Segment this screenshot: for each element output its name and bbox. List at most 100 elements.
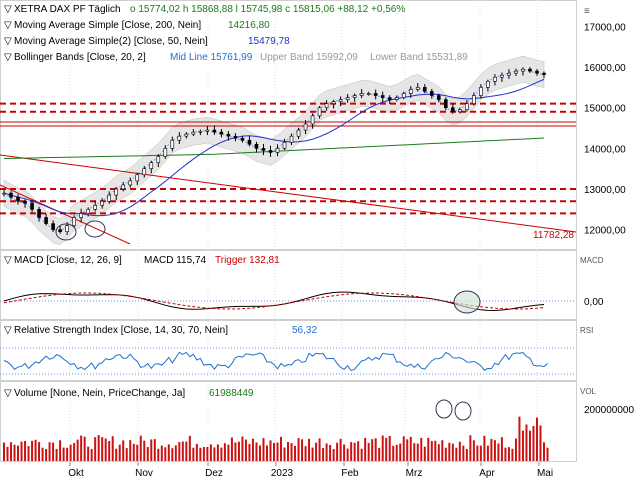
volume-bar <box>416 443 419 461</box>
volume-bar <box>3 442 5 461</box>
candle-body <box>472 95 476 104</box>
volume-bar <box>500 437 503 461</box>
volume-bar <box>59 440 62 461</box>
volume-bar <box>273 442 275 461</box>
candle-body <box>380 95 385 98</box>
volume-bar <box>122 440 125 461</box>
candle-body <box>30 202 34 210</box>
candle-body <box>352 95 357 98</box>
price-panel-frame <box>0 0 577 250</box>
macd-panel-frame <box>0 250 577 320</box>
volume-bar <box>528 430 531 461</box>
x-tick-label: Apr <box>479 468 495 479</box>
volume-bar <box>111 436 114 461</box>
volume-bar <box>269 440 272 461</box>
volume-bar <box>472 440 475 461</box>
volume-bar <box>143 440 146 461</box>
volume-bar <box>108 441 111 461</box>
candle-body <box>212 129 217 133</box>
volume-bar <box>490 438 493 461</box>
volume-bar <box>251 438 254 461</box>
volume-bar <box>441 440 444 461</box>
volume-bar <box>76 439 79 461</box>
volume-bar <box>6 446 9 461</box>
candle-body <box>479 87 483 96</box>
candle-body <box>296 129 301 137</box>
legend-ma200-value: 14216,80 <box>228 20 270 31</box>
volume-bar <box>427 437 430 461</box>
volume-bar <box>101 437 104 461</box>
price-y-axis: 17000,00 16000,00 15000,00 14000,00 13000,00… <box>584 22 626 236</box>
candle-body <box>100 200 104 206</box>
x-tick-label: Okt <box>68 468 84 479</box>
candle-body <box>219 131 224 135</box>
volume-bar <box>385 437 388 461</box>
volume-bar <box>283 447 286 461</box>
candle-body <box>500 74 504 78</box>
candle-body <box>233 135 238 139</box>
x-tick-label: Nov <box>135 468 153 479</box>
candle-body <box>528 68 532 72</box>
volume-bar <box>241 436 244 461</box>
volume-bar <box>325 443 328 461</box>
candle-body <box>177 135 182 141</box>
volume-bar <box>521 430 524 461</box>
candle-body <box>359 93 364 96</box>
candle-body <box>429 91 434 96</box>
candle-body <box>465 103 469 111</box>
candle-body <box>373 93 378 96</box>
volume-bar <box>322 448 325 461</box>
volume-bar <box>55 448 58 461</box>
candle-body <box>65 225 69 233</box>
rsi-line <box>3 351 548 372</box>
candle-body <box>535 70 539 74</box>
volume-bar <box>24 441 27 461</box>
volume-panel-frame <box>0 381 577 462</box>
macd-collapse-icon[interactable]: ▽ <box>4 255 12 266</box>
candle-body <box>44 217 48 224</box>
volume-bar <box>539 425 542 461</box>
legend-ma50: Moving Average Simple(2) [Close, 50, Nei… <box>14 36 208 47</box>
rsi-collapse-icon[interactable]: ▽ <box>4 325 12 336</box>
volume-bar <box>45 448 48 461</box>
volume-bar <box>367 442 370 461</box>
candle-body <box>240 137 245 141</box>
candle-body <box>163 148 168 157</box>
volume-bar <box>216 444 219 461</box>
volume-bar <box>525 424 528 461</box>
legend-collapse-icon[interactable]: ▽ <box>4 4 12 15</box>
volume-collapse-icon[interactable]: ▽ <box>4 388 12 399</box>
candle-body <box>310 115 315 125</box>
volume-bar <box>171 448 174 461</box>
settings-icon[interactable]: ≡ <box>584 6 590 17</box>
legend-ma50-icon[interactable]: ▽ <box>4 36 12 47</box>
volume-bar <box>265 445 268 461</box>
legend-bb-icon[interactable]: ▽ <box>4 52 12 63</box>
volume-bar <box>73 442 76 461</box>
volume-bar <box>48 442 51 461</box>
volume-value: 61988449 <box>209 388 254 399</box>
candle-body <box>142 168 147 176</box>
candle-body <box>16 196 20 202</box>
candle-body <box>51 223 55 230</box>
volume-bar <box>237 441 240 461</box>
candle-body <box>268 150 273 153</box>
volume-bar <box>353 442 356 461</box>
legend-ma200-icon[interactable]: ▽ <box>4 20 12 31</box>
volume-bar <box>343 444 346 461</box>
volume-marker-2 <box>454 401 472 421</box>
volume-marker-1 <box>435 399 453 419</box>
candle-body <box>317 107 322 117</box>
volume-bar <box>402 436 405 461</box>
volume-bar <box>174 445 177 461</box>
candle-body <box>275 148 280 153</box>
volume-bar <box>118 444 121 461</box>
legend-bb-mid: Mid Line 15761,99 <box>170 52 253 63</box>
volume-bar <box>244 439 247 461</box>
x-axis: Okt Nov Dez 2023 Feb Mrz Apr Mai <box>68 462 553 479</box>
volume-bar <box>97 435 100 461</box>
volume-bar <box>17 445 20 461</box>
volume-bar <box>129 440 132 461</box>
trendline-value-label: 11782,28 <box>533 230 574 241</box>
candle-body <box>93 204 97 210</box>
